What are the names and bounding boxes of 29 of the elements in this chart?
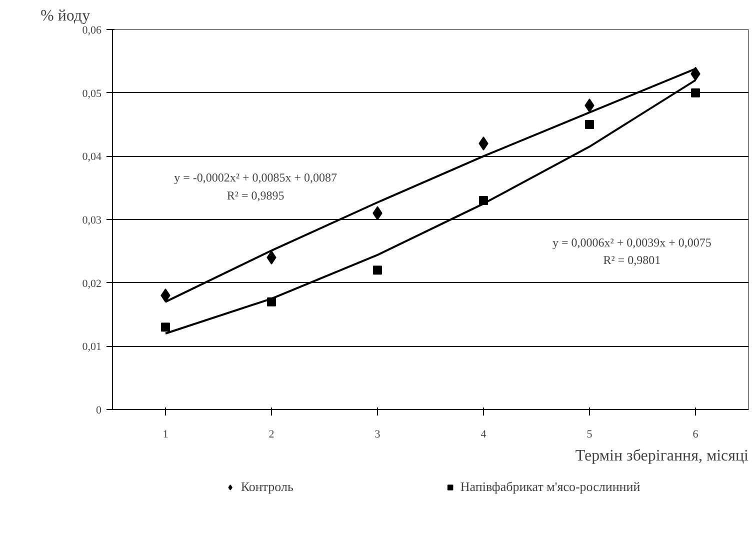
y-tick-label: 0 — [96, 404, 102, 416]
point — [266, 250, 276, 264]
y-axis-title: % йоду — [40, 8, 90, 24]
point — [585, 120, 594, 129]
x-tick-label: 1 — [162, 428, 168, 440]
legend-label: Контроль — [240, 479, 294, 495]
x-tick-label: 3 — [374, 428, 381, 440]
point — [161, 322, 170, 332]
y-tick-label: 0,06 — [82, 24, 102, 36]
point — [373, 266, 382, 275]
y-tick-label: 0,01 — [82, 341, 102, 354]
x-axis-title: Термін зберігання, місяці — [575, 448, 750, 464]
y-tick-label: 0,05 — [82, 88, 102, 100]
x-tick-label: 5 — [586, 428, 593, 440]
legend-label: Напівфабрикат м'ясо-рослинний — [460, 479, 640, 495]
x-tick-label: 6 — [692, 428, 699, 440]
point — [691, 88, 700, 98]
point — [160, 288, 170, 302]
x-tick-label: 2 — [268, 428, 274, 440]
x-tick-label: 4 — [480, 428, 487, 440]
y-tick-label: 0,03 — [82, 214, 102, 226]
annotation: R² = 0,9895 — [226, 188, 284, 202]
y-tick-label: 0,04 — [82, 151, 102, 164]
point — [584, 98, 594, 112]
point — [478, 136, 488, 150]
annotation: y = -0,0002x² + 0,0085x + 0,0087 — [174, 170, 338, 185]
y-tick-label: 0,02 — [82, 278, 102, 290]
annotation: y = 0,0006x² + 0,0039x + 0,0075 — [552, 235, 712, 250]
annotation: R² = 0,9801 — [603, 253, 661, 267]
